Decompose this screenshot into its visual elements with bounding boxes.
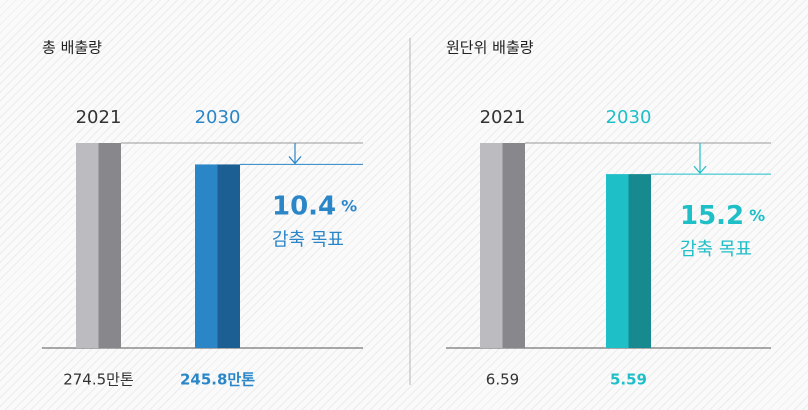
bar — [195, 164, 240, 348]
chart-title: 총 배출량 — [42, 39, 102, 57]
bar-left — [195, 164, 218, 348]
bar — [76, 143, 121, 348]
reduction-unit: % — [749, 206, 765, 225]
value-label: 5.59 — [610, 371, 647, 389]
reduction-label: 감축 목표 — [272, 229, 344, 250]
reduction-text: 15.2% — [680, 201, 765, 231]
year-label: 2030 — [195, 107, 241, 128]
bar-left — [76, 143, 99, 348]
reduction-value: 10.4 — [272, 191, 336, 221]
bar-left — [480, 143, 503, 348]
bar — [480, 143, 525, 348]
reduction-label: 감축 목표 — [680, 239, 752, 260]
value-label: 245.8만톤 — [180, 371, 255, 389]
bar-right — [628, 174, 651, 348]
bar-left — [606, 174, 629, 348]
reduction-text: 10.4% — [272, 191, 357, 221]
year-label: 2030 — [606, 107, 652, 128]
arrow-head — [693, 165, 707, 175]
arrow-head — [288, 156, 302, 165]
bar-right — [217, 164, 240, 348]
year-label: 2021 — [480, 107, 526, 128]
value-label: 6.59 — [486, 371, 519, 389]
bar-right — [98, 143, 121, 348]
reduction-value: 15.2 — [680, 201, 744, 231]
reduction-unit: % — [341, 196, 357, 215]
year-label: 2021 — [76, 107, 122, 128]
bar — [606, 174, 651, 348]
bar-right — [502, 143, 525, 348]
chart-title: 원단위 배출량 — [446, 39, 534, 57]
value-label: 274.5만톤 — [63, 371, 134, 389]
